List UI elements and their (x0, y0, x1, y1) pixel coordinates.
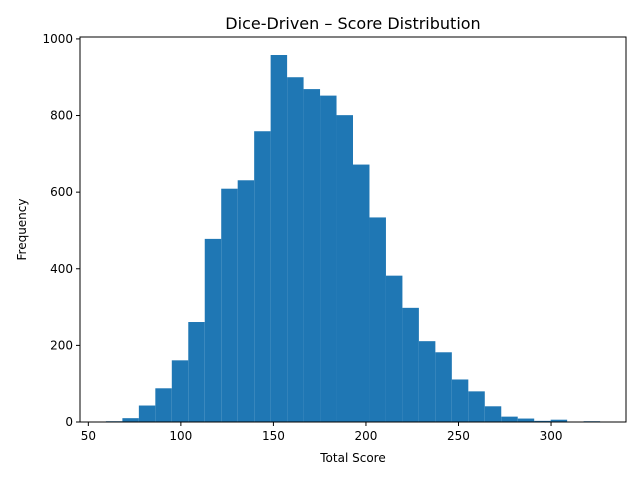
histogram-bar (451, 379, 469, 422)
y-tick-label: 1000 (42, 32, 73, 46)
histogram-bar (221, 188, 238, 422)
histogram-bar (204, 238, 222, 422)
histogram-bar (122, 418, 139, 422)
x-axis-title: Total Score (319, 451, 385, 465)
histogram-bar (237, 180, 255, 422)
histogram-bar (402, 307, 419, 422)
histogram-bar (550, 419, 568, 422)
x-tick-label: 300 (540, 429, 563, 443)
y-tick-label: 800 (50, 109, 73, 123)
plot-frame (79, 36, 627, 423)
y-tick-label: 0 (65, 415, 73, 429)
histogram-bar (155, 388, 172, 422)
histogram-bar (501, 416, 518, 422)
histogram-bar (484, 406, 502, 422)
x-tick-label: 50 (81, 429, 96, 443)
histogram-bar (353, 164, 370, 422)
x-axis-ticks: 50 100 150 200 250 300 (81, 422, 563, 443)
histogram-bar (270, 55, 288, 422)
x-tick-label: 200 (355, 429, 378, 443)
y-tick-label: 200 (50, 338, 73, 352)
x-tick-label: 100 (169, 429, 192, 443)
histogram-bar (138, 405, 156, 422)
histogram-bar (435, 352, 452, 422)
y-tick-label: 600 (50, 185, 73, 199)
histogram-bar (320, 95, 337, 422)
histogram-bar (534, 420, 551, 422)
histogram-bar (369, 217, 386, 422)
x-tick-label: 150 (262, 429, 285, 443)
histogram-bar (254, 131, 271, 422)
chart-title: Dice-Driven – Score Distribution (225, 14, 480, 33)
histogram-bar (336, 115, 353, 422)
histogram-bar (303, 89, 321, 423)
y-tick-label: 400 (50, 262, 73, 276)
histogram-bar (188, 322, 205, 422)
histogram-bar (287, 77, 304, 422)
histogram-bar (385, 275, 403, 422)
histogram-bars (105, 55, 601, 423)
histogram-bar (171, 360, 189, 422)
histogram-bar (418, 341, 436, 422)
x-tick-label: 250 (447, 429, 470, 443)
y-axis-title: Frequency (15, 199, 29, 261)
histogram-bar (517, 418, 535, 422)
y-axis-ticks: 0 200 400 600 800 1000 (42, 32, 80, 429)
histogram-bar (468, 391, 485, 422)
